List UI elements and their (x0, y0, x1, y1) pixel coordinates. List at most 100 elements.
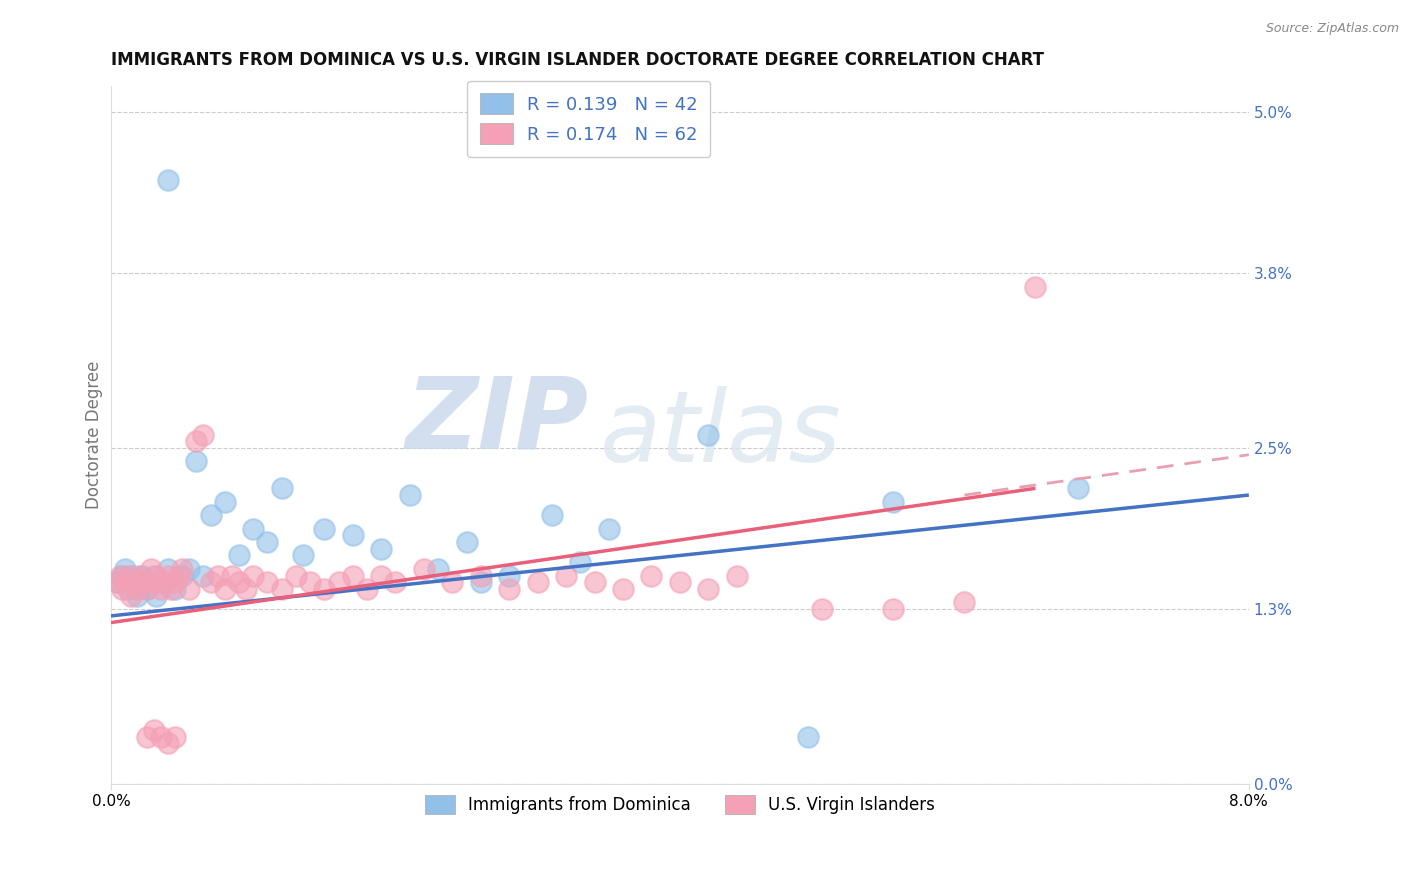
Point (498, 568, 520, 582)
Point (598, 522, 620, 536)
Point (111, 582, 134, 596)
Point (725, 568, 748, 582)
Point (270, 582, 292, 596)
Point (200, 508, 222, 523)
Point (498, 582, 520, 596)
Point (669, 575, 692, 590)
Text: atlas: atlas (600, 386, 842, 483)
Point (882, 602, 904, 616)
Point (370, 541, 392, 556)
Point (256, 575, 278, 590)
Point (135, 582, 157, 596)
Text: ZIP: ZIP (406, 372, 589, 469)
Point (270, 481, 292, 495)
Point (299, 575, 322, 590)
Point (111, 568, 134, 582)
Point (427, 562, 450, 576)
Point (114, 575, 136, 590)
Point (470, 568, 492, 582)
Point (697, 427, 720, 442)
Point (186, 454, 208, 468)
Point (214, 495, 236, 509)
Point (697, 582, 720, 596)
Point (142, 568, 165, 582)
Legend: Immigrants from Dominica, U.S. Virgin Islanders: Immigrants from Dominica, U.S. Virgin Is… (415, 785, 945, 824)
Point (640, 568, 662, 582)
Text: Source: ZipAtlas.com: Source: ZipAtlas.com (1265, 22, 1399, 36)
Point (1024, 280, 1046, 294)
Point (120, 589, 142, 603)
Point (242, 568, 264, 582)
Point (135, 730, 157, 744)
Point (356, 582, 378, 596)
Point (214, 582, 236, 596)
Point (398, 488, 420, 502)
Text: IMMIGRANTS FROM DOMINICA VS U.S. VIRGIN ISLANDER DOCTORATE DEGREE CORRELATION CH: IMMIGRANTS FROM DOMINICA VS U.S. VIRGIN … (111, 51, 1045, 69)
Point (456, 535, 478, 549)
Point (135, 582, 157, 596)
Point (131, 575, 153, 590)
Point (125, 589, 148, 603)
Point (384, 575, 406, 590)
Point (179, 562, 201, 576)
Point (145, 589, 167, 603)
Point (142, 723, 165, 737)
Point (163, 575, 186, 590)
Point (526, 575, 548, 590)
Point (186, 434, 208, 449)
Point (441, 575, 464, 590)
Point (470, 575, 492, 590)
Point (228, 575, 250, 590)
Point (314, 582, 336, 596)
Point (193, 427, 215, 442)
Point (207, 568, 229, 582)
Point (149, 575, 172, 590)
Point (1067, 481, 1090, 495)
Point (114, 562, 136, 576)
Point (163, 730, 186, 744)
Point (193, 568, 215, 582)
Point (128, 575, 150, 590)
Point (108, 568, 131, 582)
Point (156, 736, 179, 750)
Point (156, 568, 179, 582)
Point (179, 582, 201, 596)
Y-axis label: Doctorate Degree: Doctorate Degree (86, 360, 103, 508)
Point (342, 528, 364, 542)
Point (200, 575, 222, 590)
Point (291, 549, 314, 563)
Point (612, 582, 634, 596)
Point (163, 582, 186, 596)
Point (256, 535, 278, 549)
Point (569, 555, 592, 569)
Point (541, 508, 564, 523)
Point (811, 602, 834, 616)
Point (142, 575, 165, 590)
Point (412, 562, 434, 576)
Point (221, 568, 243, 582)
Point (167, 568, 190, 582)
Point (156, 172, 179, 186)
Point (139, 575, 162, 590)
Point (370, 568, 392, 582)
Point (314, 522, 336, 536)
Point (153, 575, 176, 590)
Point (328, 575, 350, 590)
Point (242, 522, 264, 536)
Point (131, 568, 153, 582)
Point (583, 575, 606, 590)
Point (284, 568, 307, 582)
Point (139, 562, 162, 576)
Point (105, 575, 128, 590)
Point (117, 582, 139, 596)
Point (882, 495, 904, 509)
Point (342, 568, 364, 582)
Point (172, 562, 194, 576)
Point (172, 568, 194, 582)
Point (128, 568, 150, 582)
Point (122, 575, 145, 590)
Point (235, 582, 257, 596)
Point (149, 730, 172, 744)
Point (125, 582, 148, 596)
Point (149, 582, 172, 596)
